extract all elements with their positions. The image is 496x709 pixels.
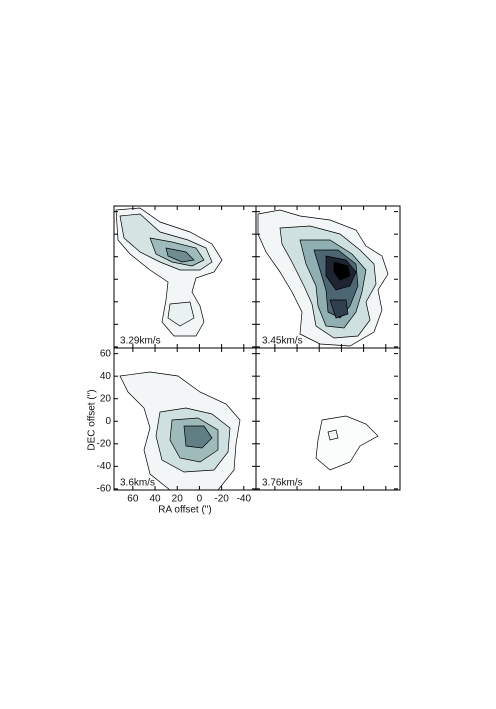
y-tick-label: 0 xyxy=(105,416,111,427)
y-tick-label: 20 xyxy=(100,393,112,404)
contour xyxy=(183,425,213,449)
panel-label: 3.45km/s xyxy=(262,336,303,347)
contour xyxy=(329,299,349,319)
x-tick-label: 20 xyxy=(172,494,184,505)
y-tick-label: -40 xyxy=(97,461,112,472)
y-tick-label: -20 xyxy=(97,438,112,449)
panel-label: 3.6km/s xyxy=(120,478,155,489)
panels xyxy=(113,205,401,491)
contour xyxy=(333,261,351,281)
contour xyxy=(315,415,379,471)
panel-label: 3.29km/s xyxy=(120,336,161,347)
y-axis-label: DEC offset (") xyxy=(87,389,98,450)
y-tick-label: 60 xyxy=(100,348,112,359)
y-tick-label: 40 xyxy=(100,371,112,382)
y-tick-label: -60 xyxy=(97,484,112,495)
contour xyxy=(167,301,195,327)
panel-frame xyxy=(255,347,401,491)
x-tick-label: 60 xyxy=(127,494,139,505)
contour xyxy=(165,247,195,263)
contour xyxy=(327,429,339,441)
x-axis-label: RA offset (") xyxy=(158,505,211,516)
x-tick-label: 40 xyxy=(149,494,161,505)
x-tick-label: 0 xyxy=(197,494,203,505)
x-tick-label: -40 xyxy=(237,494,252,505)
contour-maps xyxy=(115,207,389,490)
x-tick-label: -20 xyxy=(214,494,229,505)
panel-label: 3.76km/s xyxy=(262,478,303,489)
